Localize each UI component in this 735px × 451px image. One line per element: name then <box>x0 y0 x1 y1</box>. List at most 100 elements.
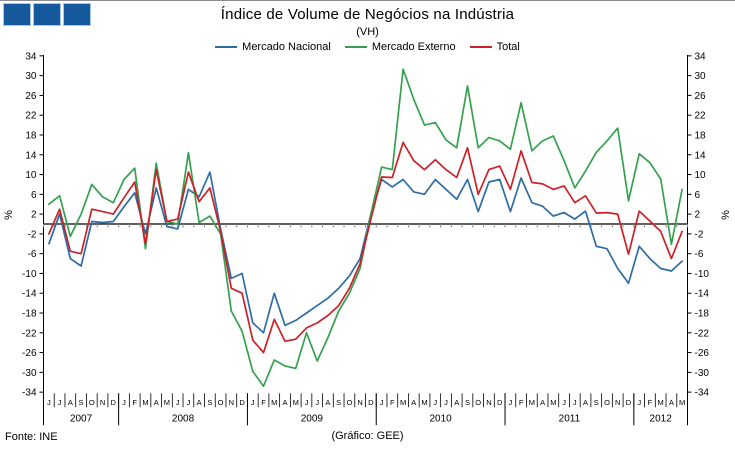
line-chart: 3430262218141062-2-6-10-14-18-22-26-30-3… <box>22 51 710 426</box>
month-label: J <box>58 398 62 407</box>
month-label: O <box>604 398 610 407</box>
y-tick-label-left: 18 <box>25 130 37 141</box>
y-tick-label-right: 2 <box>695 210 701 221</box>
y-tick-label-left: 6 <box>31 190 37 201</box>
legend-swatch-mercado-externo <box>344 46 367 48</box>
y-tick-label-left: -22 <box>22 328 37 339</box>
year-label: 2008 <box>172 413 195 424</box>
legend-label-mercado-externo: Mercado Externo <box>371 41 456 53</box>
month-label: J <box>573 398 577 407</box>
month-label: J <box>380 398 384 407</box>
chart-subtitle: (VH) <box>356 26 379 38</box>
y-tick-label-left: -30 <box>22 368 37 379</box>
y-tick-label-left: -6 <box>28 249 37 260</box>
year-label: 2012 <box>650 413 673 424</box>
y-tick-label-left: 2 <box>31 210 37 221</box>
legend-item-mercado-externo: Mercado Externo <box>344 41 456 53</box>
month-label: S <box>594 398 599 407</box>
month-label: M <box>400 398 406 407</box>
month-label: D <box>111 398 117 407</box>
y-axis-right: 34 30 26 22 18 14 10 6 2 -2 -6 -10 -14 -18 -22 -26 -30 -3… <box>687 51 710 399</box>
year-label: 2009 <box>301 413 324 424</box>
month-label: J <box>637 398 641 407</box>
y-tick-label-right: 34 <box>695 51 707 62</box>
month-label: F <box>390 398 395 407</box>
month-label: A <box>411 398 416 407</box>
y-tick-label-right: -2 <box>695 229 704 240</box>
month-label: J <box>187 398 191 407</box>
month-label: M <box>271 398 277 407</box>
month-label: A <box>583 398 588 407</box>
y-tick-label-left: -26 <box>22 348 37 359</box>
month-label: F <box>648 398 653 407</box>
month-label: O <box>218 398 224 407</box>
y-tick-label-left: 34 <box>25 51 37 62</box>
y-tick-label-left: -18 <box>22 309 37 320</box>
month-label: F <box>519 398 524 407</box>
month-label: M <box>142 398 148 407</box>
series-line-total <box>48 141 683 354</box>
month-label: J <box>176 398 180 407</box>
y-tick-label-right: -6 <box>695 249 704 260</box>
month-label: J <box>305 398 309 407</box>
month-label: O <box>475 398 481 407</box>
month-label: O <box>346 398 352 407</box>
month-label: F <box>132 398 137 407</box>
series-line-mercado-nacional <box>48 171 683 334</box>
month-label: J <box>433 398 437 407</box>
month-label: J <box>444 398 448 407</box>
month-label: J <box>122 398 126 407</box>
month-label: S <box>465 398 470 407</box>
credit-note: (Gráfico: GEE) <box>331 430 404 442</box>
y-tick-label-right: -30 <box>695 368 710 379</box>
month-label: A <box>282 398 287 407</box>
y-tick-label-right: 26 <box>695 91 707 102</box>
y-tick-label-right: 6 <box>695 190 701 201</box>
logo-square-2 <box>33 3 61 26</box>
month-label: A <box>325 398 330 407</box>
month-label: F <box>261 398 266 407</box>
logo <box>3 3 91 26</box>
y-axis-left: 34 30 26 22 18 14 10 6 2 -2 -6 -10 -14 -18 -22 -26 -30 -3… <box>22 51 44 399</box>
month-label: N <box>486 398 491 407</box>
y-tick-label-right: -22 <box>695 328 710 339</box>
logo-square-3 <box>63 3 91 26</box>
month-label: D <box>239 398 245 407</box>
y-tick-label-left: -14 <box>22 289 37 300</box>
month-label: D <box>497 398 503 407</box>
y-tick-label-left: 14 <box>25 150 37 161</box>
y-tick-label-right: 30 <box>695 71 707 82</box>
month-label: M <box>293 398 299 407</box>
month-label: A <box>68 398 73 407</box>
month-label: A <box>154 398 159 407</box>
month-label: A <box>454 398 459 407</box>
month-label: M <box>421 398 427 407</box>
month-label: A <box>669 398 674 407</box>
month-label: A <box>197 398 202 407</box>
month-label: M <box>679 398 685 407</box>
legend: Mercado Nacional Mercado Externo Total <box>0 41 735 53</box>
y-tick-label-left: 22 <box>25 111 37 122</box>
month-label: J <box>47 398 51 407</box>
year-label: 2007 <box>70 413 93 424</box>
y-tick-label-right: -34 <box>695 388 710 399</box>
y-tick-label-right: 14 <box>695 150 707 161</box>
month-label: J <box>562 398 566 407</box>
month-label: M <box>550 398 556 407</box>
y-tick-label-right: 22 <box>695 111 707 122</box>
month-label: J <box>251 398 255 407</box>
month-label: A <box>540 398 545 407</box>
chart-title: Índice de Volume de Negócios na Indústri… <box>220 6 515 23</box>
month-label: J <box>315 398 319 407</box>
legend-item-total: Total <box>469 41 520 53</box>
y-tick-label-right: -14 <box>695 289 710 300</box>
y-tick-label-left: 10 <box>25 170 37 181</box>
legend-label-total: Total <box>496 41 520 53</box>
month-label: N <box>229 398 234 407</box>
month-label: O <box>89 398 95 407</box>
y-tick-label-left: -34 <box>22 388 37 399</box>
y-tick-label-left: -2 <box>28 229 37 240</box>
y-tick-label-right: -18 <box>695 309 710 320</box>
